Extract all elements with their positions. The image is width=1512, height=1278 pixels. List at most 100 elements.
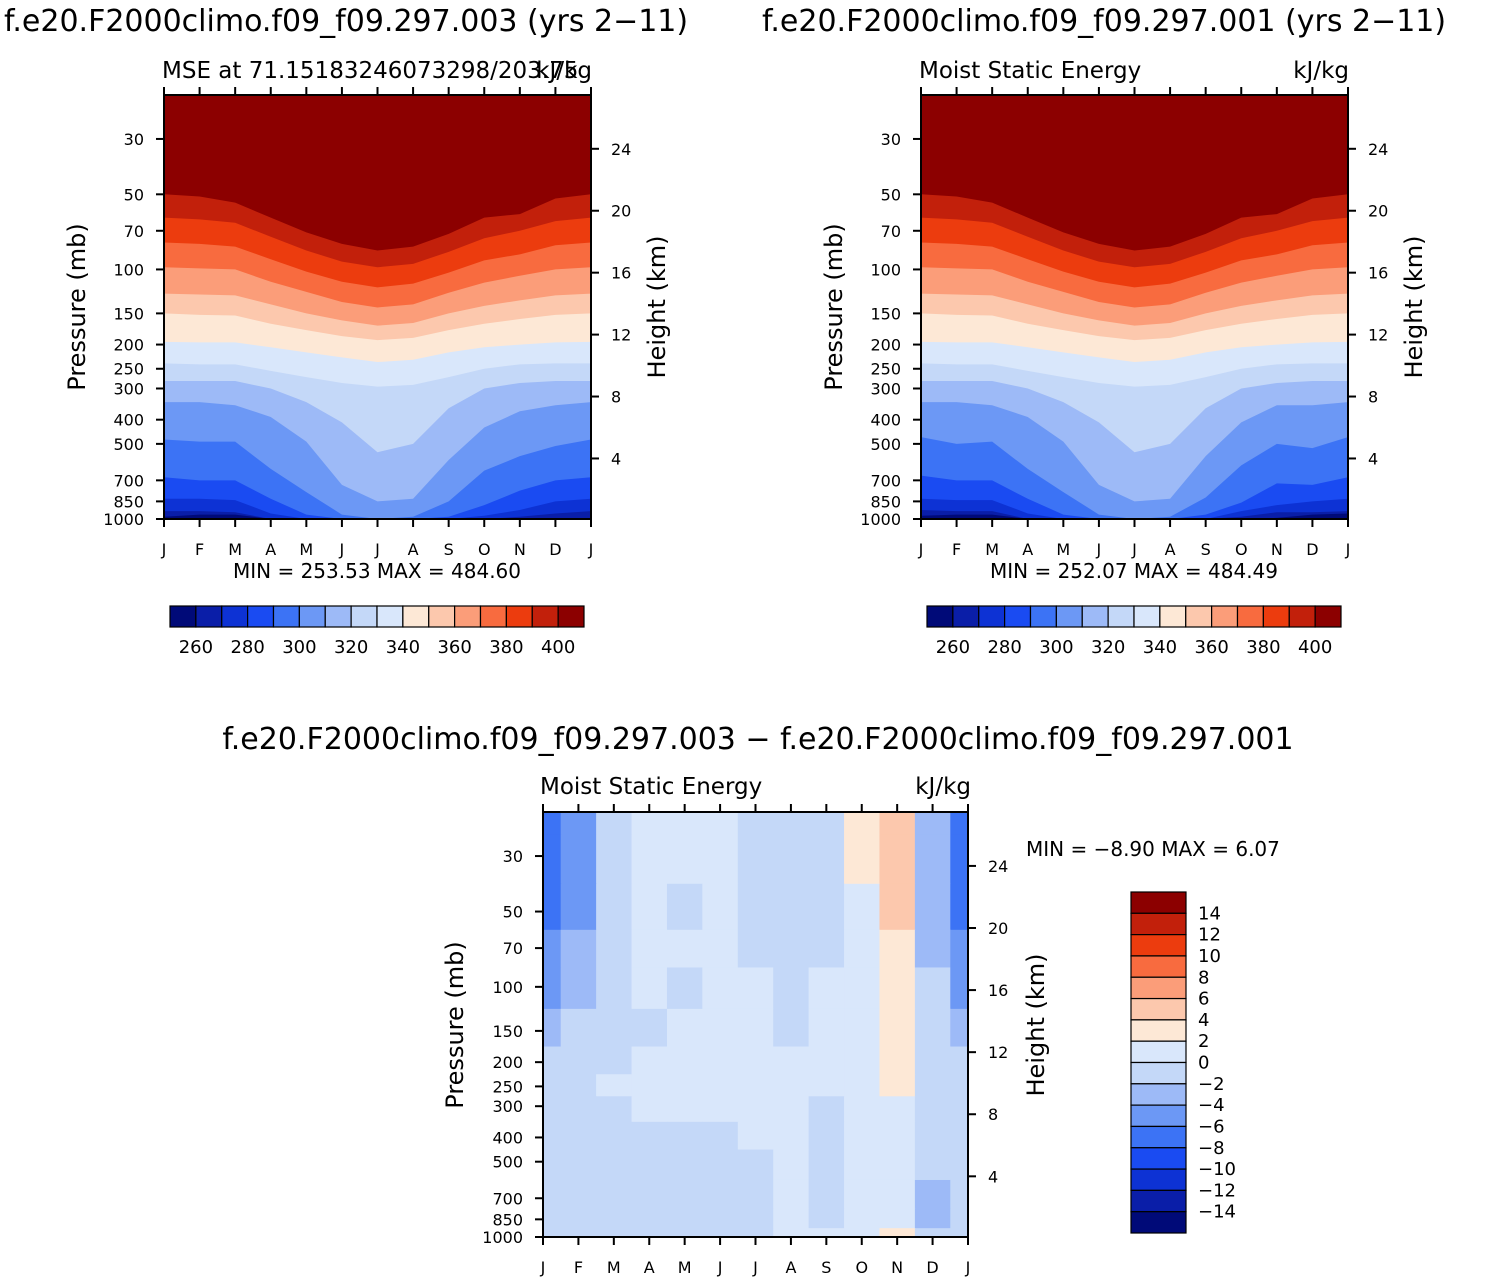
difference-cell — [560, 1179, 597, 1210]
difference-cell — [666, 1121, 703, 1151]
difference-colorbar-label: 6 — [1198, 989, 1209, 1010]
difference-cell — [702, 1179, 739, 1210]
difference-cell — [543, 834, 562, 885]
difference-cell — [914, 1121, 951, 1151]
difference-cell — [773, 1208, 810, 1229]
difference-colorbar-box — [1130, 1211, 1187, 1234]
difference-cell — [914, 1008, 951, 1048]
left-month-label: M — [299, 540, 313, 559]
difference-cell — [879, 1074, 916, 1097]
difference-cell — [737, 812, 774, 835]
right-month-label: J — [1096, 540, 1102, 559]
difference-cell — [879, 1149, 916, 1181]
difference-cell — [950, 883, 969, 931]
difference-cell — [560, 812, 597, 835]
difference-colorbar-box — [1130, 1147, 1187, 1170]
difference-cell — [914, 883, 951, 931]
difference-cell — [543, 1149, 562, 1181]
difference-cell — [543, 1228, 562, 1238]
difference-cell — [737, 1008, 774, 1048]
difference-cell — [950, 1008, 969, 1048]
difference-cell — [844, 1074, 881, 1097]
difference-cell — [914, 1208, 951, 1229]
difference-cell — [560, 1008, 597, 1048]
right-pressure-tick-label: 500 — [870, 435, 901, 454]
left-colorbar-box — [298, 605, 326, 628]
left-pressure-tick-label: 70 — [124, 222, 144, 241]
difference-cell — [631, 929, 668, 969]
right-month-label: O — [1235, 540, 1248, 559]
left-pressure-tick-label: 30 — [124, 130, 144, 149]
left-colorbar-box — [350, 605, 378, 628]
difference-cell — [844, 1228, 881, 1238]
difference-month-label: D — [926, 1258, 938, 1277]
left-pressure-tick-label: 1000 — [103, 510, 144, 529]
difference-cell — [914, 1228, 951, 1238]
difference-cell — [950, 929, 969, 969]
left-colorbar-label: 320 — [334, 637, 368, 658]
difference-cell — [737, 834, 774, 885]
left-pressure-tick-label: 250 — [113, 360, 144, 379]
left-colorbar-box — [454, 605, 482, 628]
right-colorbar-box — [1004, 605, 1032, 628]
difference-cell — [631, 1121, 668, 1151]
difference-cell — [631, 883, 668, 931]
difference-cell — [596, 1228, 633, 1238]
difference-cell — [666, 1179, 703, 1210]
difference-pressure-tick-label: 1000 — [482, 1228, 523, 1247]
right-colorbar-box — [1029, 605, 1057, 628]
right-colorbar-box — [926, 605, 954, 628]
difference-panel-units: kJ/kg — [915, 774, 971, 800]
difference-cell — [879, 883, 916, 931]
difference-cell — [773, 1074, 810, 1097]
difference-cell — [596, 1008, 633, 1048]
right-min-max: MIN = 252.07 MAX = 484.49 — [990, 559, 1278, 583]
difference-cell — [543, 1096, 562, 1123]
difference-colorbar-label: −4 — [1198, 1095, 1225, 1116]
difference-cell — [737, 1074, 774, 1097]
right-case-title: f.e20.F2000climo.f09_f09.297.001 (yrs 2−… — [762, 4, 1446, 39]
left-colorbar-label: 300 — [282, 637, 316, 658]
right-pressure-tick-label: 1000 — [860, 510, 901, 529]
difference-cell — [596, 1074, 633, 1097]
right-colorbar-box — [1055, 605, 1083, 628]
right-height-tick-label: 24 — [1368, 140, 1388, 159]
left-colorbar-box — [247, 605, 275, 628]
difference-month-label: J — [540, 1258, 546, 1277]
left-month-label: J — [161, 540, 167, 559]
left-colorbar-box — [324, 605, 352, 628]
difference-cell — [631, 1046, 668, 1075]
difference-colorbar-label: −2 — [1198, 1074, 1225, 1095]
right-colorbar-label: 400 — [1298, 637, 1332, 658]
difference-colorbar-label: −10 — [1198, 1159, 1236, 1180]
difference-cell — [631, 967, 668, 1010]
right-colorbar-box — [1236, 605, 1264, 628]
difference-cell — [596, 812, 633, 835]
right-month-label: A — [1022, 540, 1033, 559]
difference-colorbar-box — [1130, 1125, 1187, 1149]
difference-colorbar-box — [1130, 1083, 1187, 1106]
right-pressure-tick-label: 100 — [870, 260, 901, 279]
right-month-label: J — [918, 540, 924, 559]
difference-cell — [844, 1121, 881, 1151]
right-colorbar-box — [1133, 605, 1161, 628]
left-colorbar-label: 280 — [230, 637, 264, 658]
difference-cell — [560, 967, 597, 1010]
difference-colorbar-box — [1130, 1061, 1187, 1085]
difference-cell — [560, 1228, 597, 1238]
difference-height-tick-label: 20 — [988, 919, 1008, 938]
difference-cell — [666, 1046, 703, 1075]
left-month-label: J — [588, 540, 594, 559]
difference-cell — [808, 967, 845, 1010]
left-pressure-tick-label: 700 — [113, 471, 144, 490]
difference-cell — [702, 1121, 739, 1151]
difference-colorbar-box — [1130, 1189, 1187, 1213]
left-colorbar-box — [557, 605, 585, 628]
difference-cell — [950, 1179, 969, 1210]
difference-cell — [879, 1046, 916, 1075]
left-height-tick-label: 24 — [611, 140, 631, 159]
difference-cell — [808, 1208, 845, 1229]
difference-cell — [950, 812, 969, 835]
difference-cell — [543, 812, 562, 835]
difference-cell — [914, 812, 951, 835]
